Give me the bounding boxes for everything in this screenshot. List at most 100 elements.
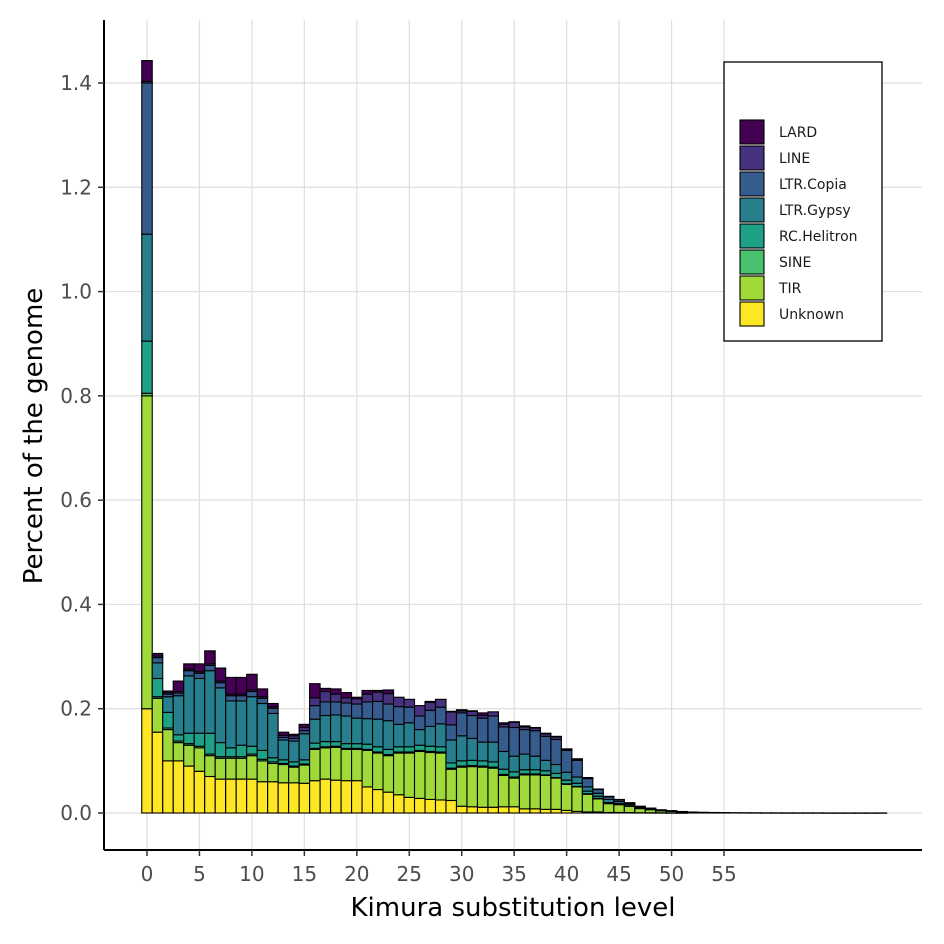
bar-segment	[162, 711, 174, 729]
bar-segment	[267, 757, 279, 763]
bar-segment	[445, 710, 458, 713]
bar-segment	[466, 737, 479, 761]
bar-segment	[151, 677, 164, 698]
bar-segment	[193, 672, 206, 680]
legend-label: LINE	[779, 151, 810, 167]
x-tick-label: 55	[711, 862, 736, 886]
bar-segment	[193, 732, 206, 747]
bar-segment	[560, 771, 573, 781]
bar-segment	[309, 718, 321, 744]
bar-segment	[550, 735, 562, 738]
bar-segment	[466, 710, 479, 717]
bar-segment	[518, 729, 531, 755]
bar-segment	[319, 701, 332, 717]
bar-segment	[151, 652, 164, 657]
bar-segment	[277, 782, 290, 814]
bar-segment	[581, 793, 594, 813]
bar-segment	[560, 748, 573, 750]
bar-segment	[529, 730, 541, 757]
bar-segment	[382, 693, 395, 705]
bar-segment	[246, 755, 258, 780]
bar-segment	[246, 673, 258, 691]
bar-segment	[351, 698, 363, 705]
bar-segment	[340, 691, 353, 699]
bar-segment	[183, 670, 195, 677]
y-tick-label: 0.6	[60, 488, 92, 512]
y-tick-label: 0.2	[60, 697, 92, 721]
bar-segment	[581, 778, 594, 788]
bar-segment	[361, 749, 374, 788]
bar-segment	[508, 721, 520, 729]
bar-segment	[382, 720, 395, 750]
bar-segment	[392, 752, 405, 796]
bar-segment	[151, 731, 164, 814]
bar-segment	[392, 696, 405, 708]
bar-segment	[372, 746, 384, 753]
bar-segment	[382, 748, 395, 756]
bar-segment	[424, 725, 437, 747]
bar-segment	[497, 750, 510, 770]
bar-segment	[214, 667, 227, 682]
bar-segment	[455, 760, 468, 767]
bar-segment	[382, 689, 395, 695]
bar-segment	[403, 796, 416, 814]
bar-segment	[319, 714, 332, 743]
bar-segment	[214, 682, 227, 689]
bar-segment	[403, 752, 416, 798]
bar-segment	[193, 677, 206, 734]
y-tick-label: 1.4	[60, 71, 92, 95]
bar-segment	[413, 744, 426, 751]
bar-segment	[246, 745, 258, 755]
bar-segment	[361, 689, 374, 695]
bar-segment	[361, 693, 374, 703]
bar-segment	[330, 746, 342, 781]
bar-segment	[298, 764, 311, 784]
bar-segment	[246, 696, 258, 747]
bar-segment	[455, 805, 468, 814]
y-tick-labels: 0.0 0.2 0.4 0.6 0.8 1.0 1.2 1.4	[60, 71, 92, 825]
bar-segment	[550, 777, 562, 810]
bar-segment	[424, 701, 437, 711]
y-tick-label: 1.2	[60, 175, 92, 199]
bar-segment	[298, 782, 311, 814]
legend-label: SINE	[779, 255, 811, 271]
bar-segment	[340, 748, 353, 782]
bar-segment	[476, 712, 489, 717]
bar-segment	[298, 733, 311, 761]
bar-segment	[634, 808, 646, 814]
bar-segment	[235, 676, 248, 695]
bar-segment	[487, 806, 499, 814]
bar-segment	[518, 774, 531, 810]
bar-segment	[361, 786, 374, 814]
bar-segment	[162, 760, 174, 814]
bar-segment	[476, 806, 489, 814]
bar-segment	[256, 749, 269, 760]
bar-segment	[288, 782, 300, 814]
bar-segment	[309, 683, 321, 699]
bar-segment	[361, 718, 374, 745]
bar-segment	[246, 778, 258, 814]
bar-segment	[246, 690, 258, 698]
bar-segment	[508, 771, 520, 778]
bar-segment	[309, 748, 321, 782]
legend-swatch	[739, 145, 765, 171]
x-tick-label: 0	[141, 862, 154, 886]
bar-segment	[592, 798, 604, 813]
bar-segment	[351, 748, 363, 782]
bar-segment	[235, 744, 248, 758]
bar-segment	[204, 732, 216, 755]
bar-segment	[434, 746, 447, 753]
legend-swatch	[739, 197, 765, 223]
bar-segment	[309, 742, 321, 749]
bar-segment	[204, 755, 216, 778]
bar-segment	[372, 689, 384, 693]
bar-segment	[141, 395, 153, 710]
bar-segment	[497, 768, 510, 775]
bar-segment	[581, 776, 594, 780]
bar-segment	[487, 767, 499, 808]
bar-segment	[172, 742, 185, 762]
bar-segment	[183, 675, 195, 734]
x-tick-label: 35	[501, 862, 526, 886]
bar-segment	[413, 750, 426, 799]
bar-segment	[172, 734, 185, 742]
